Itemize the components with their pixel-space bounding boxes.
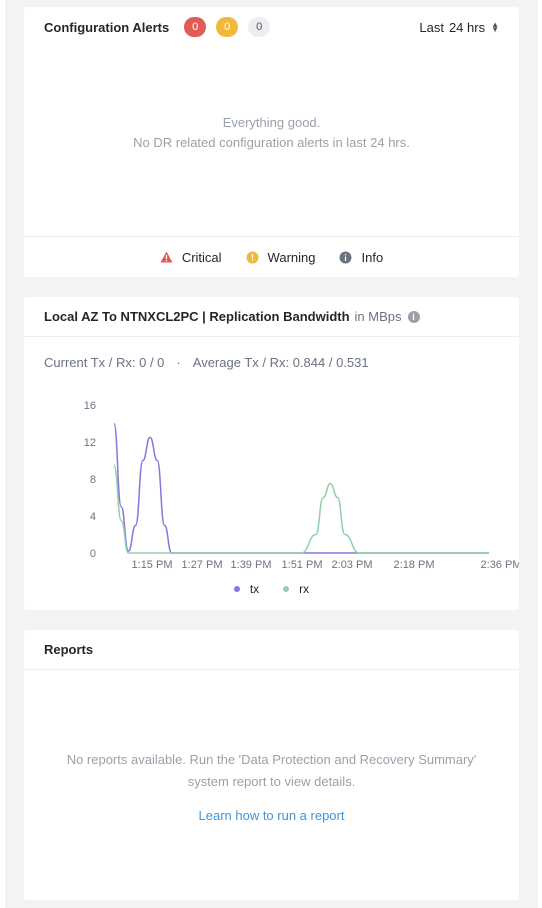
learn-how-to-run-report-link[interactable]: Learn how to run a report [198, 808, 345, 823]
legend-info-label: Info [361, 249, 384, 265]
current-tx-rx: Current Tx / Rx: 0 / 0 [44, 355, 165, 370]
info-icon[interactable]: i [407, 310, 420, 323]
reports-card: Reports No reports available. Run the 'D… [24, 630, 519, 900]
legend-critical: Critical [160, 250, 222, 265]
x-tick-label: 2:36 PM [481, 559, 519, 571]
bandwidth-chart: 16 12 8 4 0 1:15 PM 1:27 PM 1:39 PM 1:51 PM 2:03 … [84, 400, 519, 571]
time-range-value: 24 hrs [448, 19, 486, 35]
alerts-empty-title: Everything good. [222, 115, 321, 130]
average-tx-rx: Average Tx / Rx: 0.844 / 0.531 [192, 355, 369, 370]
x-tick-label: 1:27 PM [182, 559, 223, 571]
sort-arrows-icon: ▲ ▼ [491, 20, 499, 34]
reports-empty-message: No reports available. Run the 'Data Prot… [44, 749, 499, 793]
legend-info: Info [339, 250, 383, 265]
info-icon [339, 251, 352, 263]
legend-rx[interactable]: rx [283, 582, 309, 596]
bandwidth-unit: in MBps [354, 309, 402, 324]
reports-header: Reports [24, 630, 519, 670]
reports-title: Reports [44, 642, 94, 657]
replication-bandwidth-title: Local AZ To NTNXCL2PC | Replication Band… [44, 309, 350, 324]
legend-tx-label: tx [249, 582, 260, 596]
info-count-badge[interactable]: 0 [248, 17, 271, 37]
bandwidth-stats: Current Tx / Rx: 0 / 0 · Average Tx / Rx… [44, 355, 369, 370]
configuration-alerts-card: Configuration Alerts 0 0 0 Last 24 hrs ▲… [24, 7, 519, 277]
y-tick-label: 0 [90, 548, 96, 560]
legend-critical-label: Critical [181, 249, 222, 265]
replication-bandwidth-card: Local AZ To NTNXCL2PC | Replication Band… [24, 297, 519, 610]
legend-warning-label: Warning [267, 249, 316, 265]
y-tick-label: 16 [84, 400, 96, 412]
time-range-prefix: Last [419, 19, 444, 35]
tx-swatch [233, 586, 240, 592]
x-tick-label: 1:51 PM [282, 559, 323, 571]
warning-count-badge[interactable]: 0 [216, 17, 239, 37]
y-tick-label: 8 [90, 474, 96, 486]
time-range-select[interactable]: Last 24 hrs ▲ ▼ [419, 20, 499, 35]
alerts-empty-description: No DR related configuration alerts in la… [133, 135, 410, 150]
legend-tx[interactable]: tx [233, 582, 260, 596]
critical-count-badge[interactable]: 0 [184, 17, 207, 37]
replication-bandwidth-header: Local AZ To NTNXCL2PC | Replication Band… [24, 297, 519, 337]
reports-message-line2: system report to view details. [187, 774, 356, 789]
series-line-tx [113, 422, 489, 554]
x-tick-label: 2:03 PM [332, 559, 373, 571]
x-tick-label: 1:39 PM [231, 559, 272, 571]
configuration-alerts-title: Configuration Alerts [44, 19, 170, 35]
reports-message-line1: No reports available. Run the 'Data Prot… [66, 752, 477, 767]
chart-legend: tx rx [24, 582, 519, 596]
x-tick-label: 1:15 PM [132, 559, 173, 571]
right-edge [538, 0, 542, 908]
left-edge [0, 0, 5, 908]
critical-triangle-icon [160, 251, 173, 263]
y-tick-label: 4 [90, 511, 96, 523]
stats-separator: · [176, 355, 181, 370]
series-line-rx [113, 464, 489, 554]
alerts-severity-legend: Critical Warning Info [24, 236, 519, 277]
rx-swatch [283, 586, 290, 592]
configuration-alerts-header: Configuration Alerts 0 0 0 Last 24 hrs ▲… [24, 7, 519, 47]
legend-warning: Warning [246, 249, 316, 265]
warning-icon [246, 251, 259, 263]
x-tick-label: 2:18 PM [394, 559, 435, 571]
legend-rx-label: rx [299, 582, 310, 596]
y-tick-label: 12 [84, 437, 96, 449]
